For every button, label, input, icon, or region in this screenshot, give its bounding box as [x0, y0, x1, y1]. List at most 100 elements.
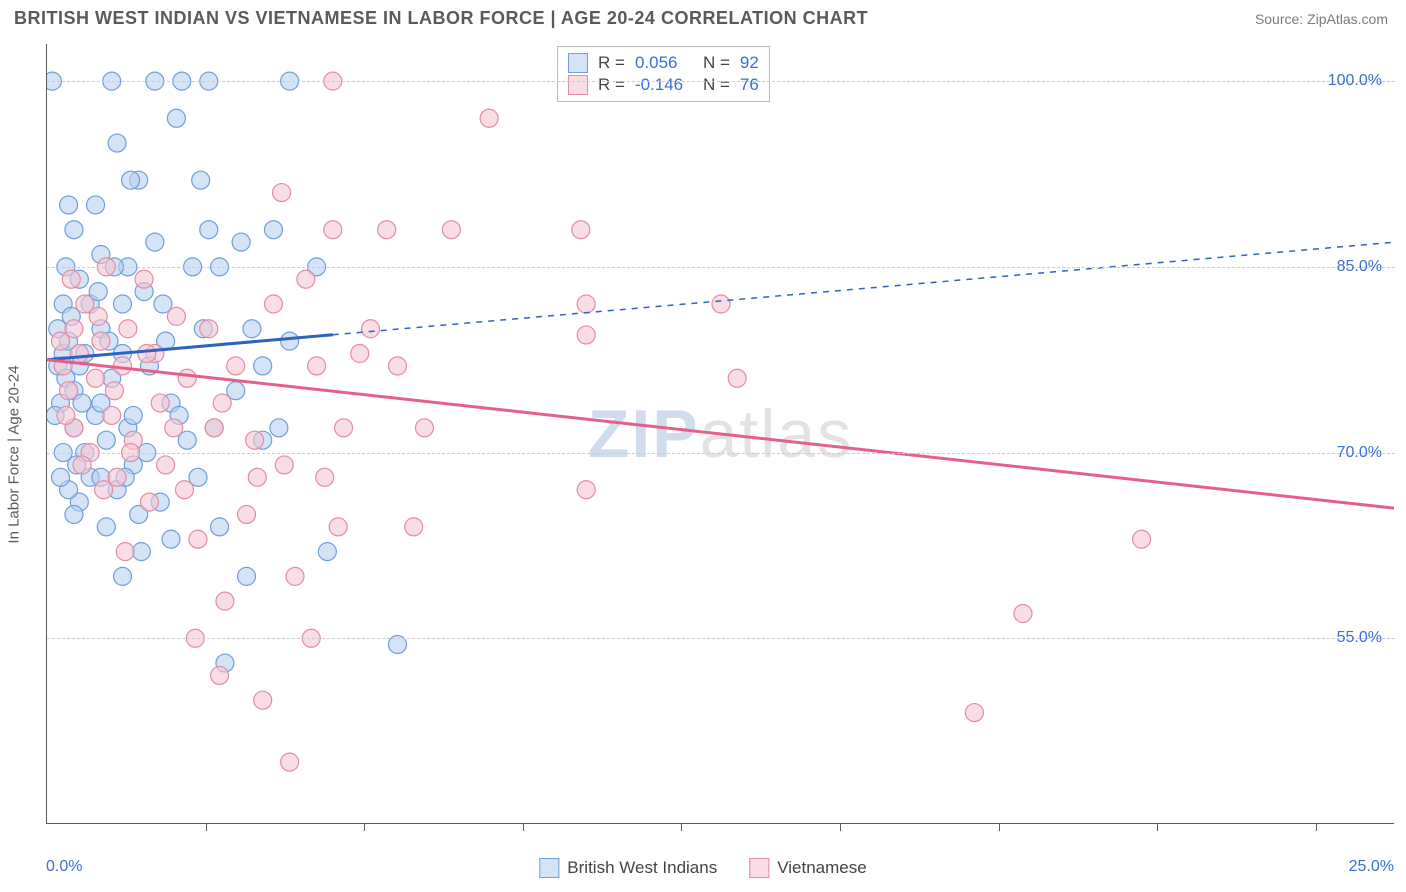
scatter-point-viet — [572, 221, 590, 239]
scatter-point-viet — [62, 270, 80, 288]
scatter-point-bwi — [162, 530, 180, 548]
scatter-point-viet — [712, 295, 730, 313]
r-label: R = — [598, 75, 625, 95]
gridline-horizontal — [47, 267, 1395, 268]
scatter-point-viet — [351, 345, 369, 363]
scatter-point-viet — [157, 456, 175, 474]
gridline-horizontal — [47, 638, 1395, 639]
r-value-bwi: 0.056 — [635, 53, 693, 73]
scatter-point-bwi — [264, 221, 282, 239]
scatter-point-viet — [442, 221, 460, 239]
scatter-point-bwi — [200, 221, 218, 239]
scatter-point-viet — [238, 505, 256, 523]
x-tick — [681, 823, 682, 831]
x-axis-min-label: 0.0% — [46, 858, 82, 876]
scatter-point-viet — [1133, 530, 1151, 548]
scatter-point-viet — [135, 270, 153, 288]
scatter-point-viet — [205, 419, 223, 437]
scatter-point-bwi — [122, 171, 140, 189]
scatter-point-bwi — [132, 543, 150, 561]
scatter-point-bwi — [87, 196, 105, 214]
scatter-point-viet — [577, 326, 595, 344]
y-tick-label: 85.0% — [1337, 258, 1382, 276]
corr-legend-row-viet: R = -0.146 N = 76 — [568, 75, 759, 95]
scatter-point-bwi — [60, 196, 78, 214]
y-axis-label: In Labor Force | Age 20-24 — [6, 365, 23, 543]
scatter-svg — [47, 44, 1394, 823]
x-tick — [364, 823, 365, 831]
x-tick — [840, 823, 841, 831]
scatter-point-bwi — [51, 468, 69, 486]
y-tick-label: 55.0% — [1337, 629, 1382, 647]
legend-item-bwi: British West Indians — [539, 858, 717, 878]
trend-line-dashed-bwi — [333, 242, 1394, 335]
scatter-point-viet — [248, 468, 266, 486]
scatter-point-viet — [95, 481, 113, 499]
y-tick-label: 100.0% — [1328, 72, 1382, 90]
gridline-horizontal — [47, 453, 1395, 454]
x-tick — [1157, 823, 1158, 831]
bwi-legend-swatch — [539, 858, 559, 878]
scatter-point-viet — [167, 307, 185, 325]
scatter-point-bwi — [97, 431, 115, 449]
scatter-point-viet — [89, 307, 107, 325]
scatter-point-bwi — [318, 543, 336, 561]
corr-legend-row-bwi: R =0.056N =92 — [568, 53, 759, 73]
viet-legend-swatch — [749, 858, 769, 878]
scatter-point-viet — [151, 394, 169, 412]
scatter-point-viet — [116, 543, 134, 561]
scatter-point-viet — [335, 419, 353, 437]
n-value-viet: 76 — [740, 75, 759, 95]
scatter-point-viet — [388, 357, 406, 375]
scatter-point-viet — [216, 592, 234, 610]
scatter-point-bwi — [65, 505, 83, 523]
scatter-point-viet — [415, 419, 433, 437]
scatter-point-viet — [213, 394, 231, 412]
scatter-point-viet — [211, 666, 229, 684]
viet-legend-label: Vietnamese — [777, 858, 866, 878]
scatter-point-viet — [175, 481, 193, 499]
scatter-point-viet — [577, 481, 595, 499]
scatter-point-bwi — [97, 518, 115, 536]
scatter-point-viet — [227, 357, 245, 375]
scatter-point-bwi — [232, 233, 250, 251]
scatter-point-bwi — [270, 419, 288, 437]
viet-swatch — [568, 75, 588, 95]
bwi-legend-label: British West Indians — [567, 858, 717, 878]
scatter-point-viet — [362, 320, 380, 338]
scatter-point-viet — [316, 468, 334, 486]
scatter-point-bwi — [124, 406, 142, 424]
y-tick-label: 70.0% — [1337, 444, 1382, 462]
x-tick — [523, 823, 524, 831]
scatter-point-bwi — [113, 295, 131, 313]
scatter-point-viet — [51, 332, 69, 350]
scatter-point-viet — [87, 369, 105, 387]
scatter-point-bwi — [108, 134, 126, 152]
scatter-point-viet — [103, 406, 121, 424]
n-value-bwi: 92 — [740, 53, 759, 73]
legend-item-viet: Vietnamese — [749, 858, 866, 878]
scatter-point-viet — [728, 369, 746, 387]
chart-plot-area: ZIPatlas R =0.056N =92R =-0.146N =76 55.… — [46, 44, 1394, 824]
scatter-point-viet — [189, 530, 207, 548]
scatter-point-viet — [57, 406, 75, 424]
chart-title: BRITISH WEST INDIAN VS VIETNAMESE IN LAB… — [14, 8, 868, 29]
scatter-point-viet — [92, 332, 110, 350]
x-tick — [206, 823, 207, 831]
scatter-point-viet — [275, 456, 293, 474]
r-value-viet: -0.146 — [635, 75, 693, 95]
scatter-point-viet — [178, 369, 196, 387]
scatter-point-viet — [378, 221, 396, 239]
scatter-point-bwi — [254, 357, 272, 375]
scatter-point-viet — [281, 753, 299, 771]
scatter-point-bwi — [65, 221, 83, 239]
n-label: N = — [703, 75, 730, 95]
scatter-point-viet — [138, 345, 156, 363]
scatter-point-viet — [405, 518, 423, 536]
scatter-point-viet — [200, 320, 218, 338]
scatter-point-bwi — [211, 518, 229, 536]
x-tick — [999, 823, 1000, 831]
scatter-point-viet — [246, 431, 264, 449]
scatter-point-bwi — [146, 233, 164, 251]
scatter-point-viet — [254, 691, 272, 709]
